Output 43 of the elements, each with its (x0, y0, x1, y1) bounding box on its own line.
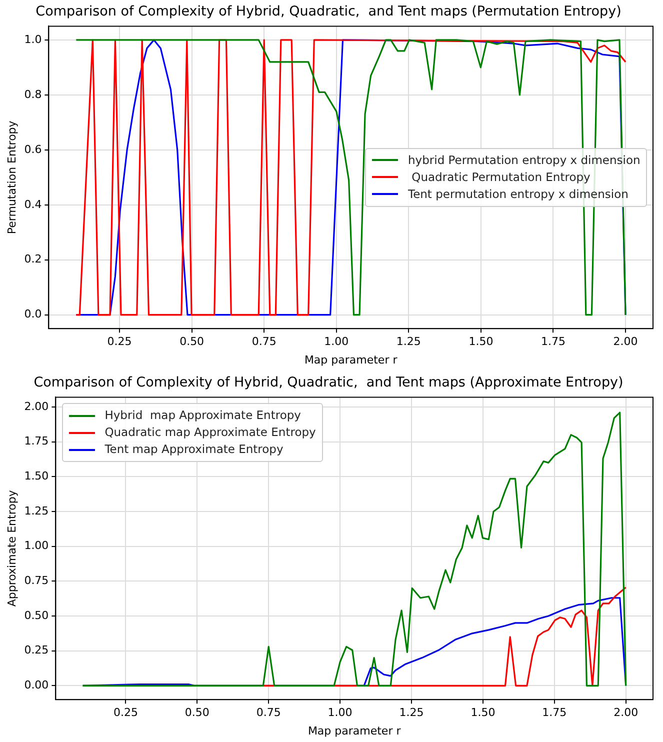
x-tick-label: 0.50 (180, 335, 204, 348)
legend-label: Tent permutation entropy x dimension (408, 186, 628, 203)
y-tick-label: 0.00 (24, 678, 49, 692)
y-axis-title: Approximate Entropy (5, 490, 18, 607)
legend-label: Tent map Approximate Entropy (104, 441, 284, 458)
y-tick-label: 0.2 (24, 252, 42, 266)
y-tick-label: 0.8 (24, 88, 42, 101)
x-tick-label: 2.00 (614, 706, 638, 720)
y-axis-title: Permutation Entropy (5, 120, 18, 234)
x-tick-label: 1.50 (468, 335, 494, 348)
x-tick-label: 1.00 (328, 706, 352, 720)
y-tick-label: 0.6 (24, 142, 42, 156)
x-tick-label: 0.50 (184, 706, 210, 720)
x-tick-label: 1.25 (396, 335, 421, 348)
y-tick-label: 1.75 (24, 434, 49, 448)
y-tick-label: 1.25 (24, 504, 49, 518)
x-tick-label: 0.25 (107, 335, 132, 348)
x-axis-title: Map parameter r (304, 353, 398, 366)
x-axis-title: Map parameter r (308, 724, 402, 738)
legend-label: Quadratic map Approximate Entropy (104, 424, 316, 442)
x-tick-label: 0.75 (256, 706, 281, 720)
y-tick-label: 2.00 (24, 400, 49, 413)
x-tick-label: 1.50 (470, 706, 496, 720)
x-tick-label: 0.25 (113, 706, 138, 720)
y-tick-label: 1.50 (24, 469, 49, 482)
x-tick-label: 1.25 (399, 706, 424, 720)
chart-title: Comparison of Complexity of Hybrid, Quadratic, and Tent maps (Approximate Entropy) (34, 374, 624, 391)
legend-label: hybrid Permutation entropy x dimension (408, 152, 640, 169)
x-tick-label: 1.75 (540, 335, 566, 348)
y-tick-label: 0.75 (24, 574, 49, 588)
y-tick-label: 1.00 (24, 539, 49, 552)
y-tick-label: 0.4 (24, 198, 42, 211)
x-tick-label: 1.00 (324, 335, 349, 348)
y-tick-label: 0.50 (24, 608, 49, 622)
y-tick-label: 1.0 (24, 32, 42, 46)
chart-title: Comparison of Complexity of Hybrid, Quadratic, and Tent maps (Permutation Entropy) (36, 4, 622, 20)
legend-label: Quadratic Permutation Entropy (410, 168, 590, 186)
x-tick-label: 1.75 (542, 706, 567, 720)
x-tick-label: 0.75 (252, 335, 276, 348)
y-tick-label: 0.25 (24, 644, 49, 657)
x-tick-label: 2.00 (613, 335, 638, 348)
y-tick-label: 0.0 (24, 308, 42, 321)
legend-label: Hybrid map Approximate Entropy (104, 407, 301, 424)
